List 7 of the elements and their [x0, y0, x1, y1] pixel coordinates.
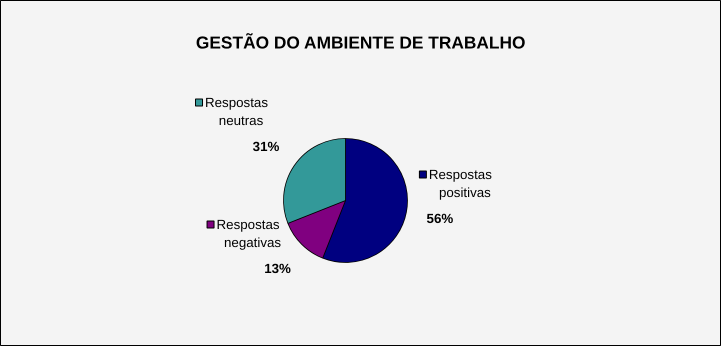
- legend-label: Respostas neutras: [205, 94, 268, 128]
- data-label: 56%: [426, 211, 454, 226]
- data-label: 13%: [264, 260, 292, 276]
- data-label: 31%: [252, 138, 280, 154]
- chart-title: GESTÃO DO AMBIENTE DE TRABALHO: [196, 32, 526, 52]
- legend-label: Respostas negativas: [216, 216, 282, 250]
- legend-label: Respostas positivas: [428, 167, 492, 200]
